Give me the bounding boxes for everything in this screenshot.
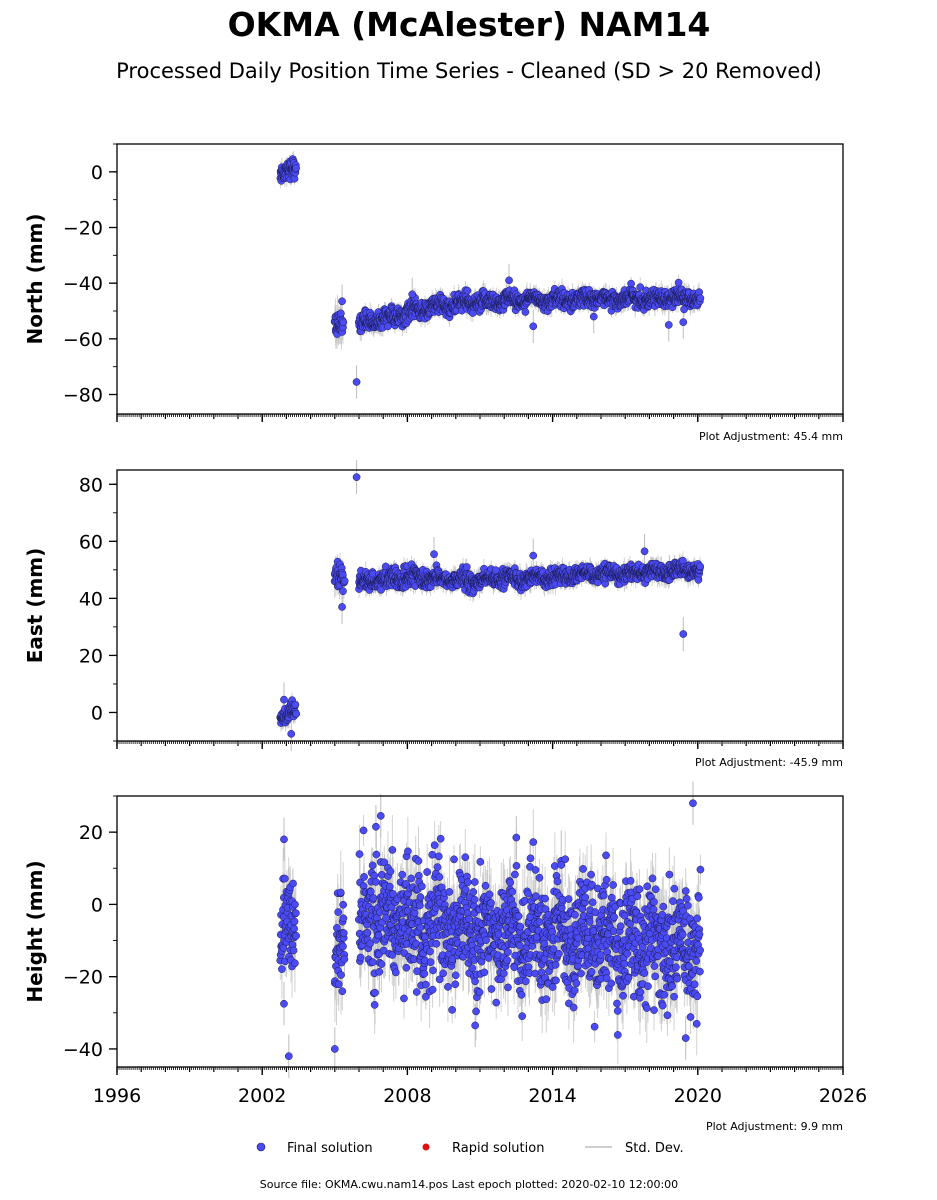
data-points <box>276 473 704 738</box>
data-point <box>463 286 472 295</box>
data-point <box>339 318 348 327</box>
data-point <box>340 577 349 585</box>
data-point <box>291 700 300 709</box>
plot-frame <box>116 143 844 415</box>
y-tick-label: 0 <box>91 162 103 184</box>
data-point <box>505 276 513 285</box>
y-tick-label: −80 <box>63 385 103 407</box>
data-point <box>352 378 361 386</box>
plot-adjustment-note: Plot Adjustment: 45.4 mm <box>699 430 843 443</box>
data-point <box>408 290 417 299</box>
data-point <box>679 318 688 326</box>
x-axis <box>116 414 844 422</box>
data-point <box>589 312 598 321</box>
data-point <box>627 279 635 288</box>
data-point <box>339 587 347 596</box>
data-points <box>276 155 705 386</box>
data-point <box>292 709 301 718</box>
data-point <box>664 321 673 329</box>
data-point <box>337 309 345 318</box>
y-axis-label: North (mm) <box>23 213 47 344</box>
north-panel: 0 −20 −40 −60 −80 North (mm) Plot Adjustment: … <box>23 143 844 443</box>
y-tick-label: −40 <box>63 273 103 295</box>
std-dev-bars <box>279 151 701 399</box>
y-tick-label: −20 <box>63 218 103 240</box>
data-point <box>521 308 530 316</box>
data-point <box>292 164 300 172</box>
data-point <box>529 322 538 331</box>
data-point <box>338 297 346 306</box>
y-axis: 0 −20 −40 −60 −80 <box>63 143 117 407</box>
y-tick-label: −60 <box>63 329 103 351</box>
chart-subtitle: Processed Daily Position Time Series - C… <box>116 59 822 83</box>
chart-title: OKMA (McAlester) NAM14 <box>228 5 711 44</box>
data-point <box>674 278 683 287</box>
data-point <box>696 294 705 303</box>
